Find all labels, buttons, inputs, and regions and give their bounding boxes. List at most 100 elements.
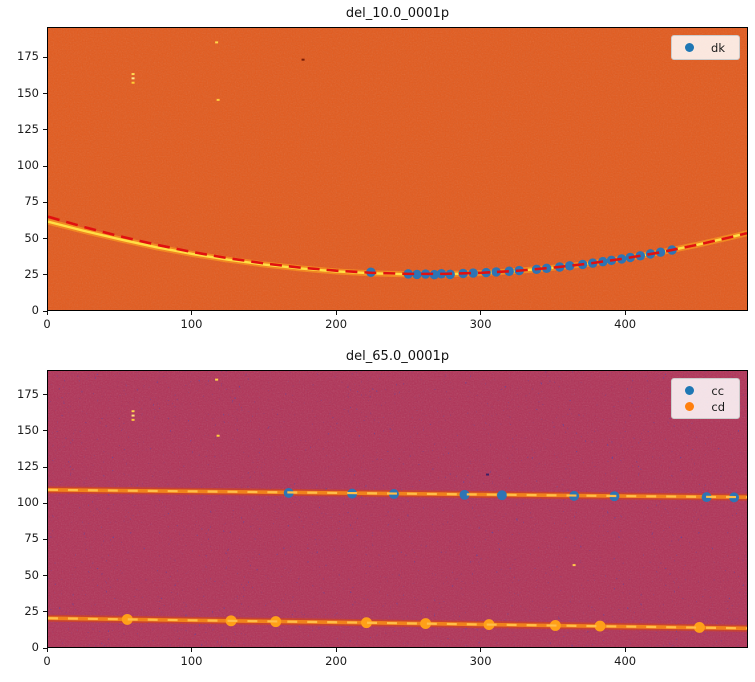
x-tick-label: 200 — [325, 317, 348, 331]
y-tick-label: 125 — [17, 121, 39, 136]
legend-marker-dot — [685, 43, 695, 52]
marker-cd — [121, 613, 133, 625]
y-tick-label: 75 — [24, 194, 39, 209]
x-tick-label: 100 — [180, 317, 203, 331]
y-tick-label: 150 — [17, 422, 39, 437]
marker-dk — [468, 268, 478, 278]
legend-marker-dot — [685, 402, 695, 411]
artifact-speck — [216, 434, 220, 437]
x-tick — [191, 311, 193, 315]
y-tick-label: 75 — [24, 531, 39, 546]
legend-top: dk — [671, 35, 740, 60]
chart-svg-top — [48, 28, 747, 310]
y-tick — [43, 201, 47, 203]
artifact-speck — [131, 73, 135, 76]
x-tick — [624, 648, 626, 652]
x-tick — [46, 311, 48, 315]
x-tick — [480, 311, 482, 315]
noise-specks — [48, 371, 747, 647]
artifact-speck — [486, 473, 490, 476]
artifact-speck — [216, 98, 220, 101]
x-tick — [191, 648, 193, 652]
artifact-speck — [301, 58, 305, 61]
y-tick-label: 0 — [31, 303, 39, 317]
marker-cc — [459, 489, 470, 500]
legend-row: cc — [676, 383, 733, 398]
y-tick — [43, 394, 47, 396]
artifact-speck — [131, 414, 135, 417]
plot-title-top: del_10.0_0001p — [345, 6, 450, 21]
x-tick-label: 0 — [43, 654, 51, 668]
x-tick-label: 0 — [43, 317, 51, 331]
marker-cd — [361, 617, 372, 629]
legend-row: dk — [676, 40, 733, 55]
marker-dk — [504, 266, 514, 276]
y-tick-label: 100 — [17, 158, 39, 173]
y-tick — [43, 502, 47, 504]
marker-cd — [420, 618, 432, 630]
y-tick — [43, 238, 47, 240]
y-tick-label: 0 — [31, 640, 39, 654]
y-tick-label: 175 — [17, 49, 39, 64]
artifact-speck — [215, 378, 219, 381]
artifact-speck — [131, 81, 135, 84]
marker-dk — [491, 267, 501, 277]
y-tick-label: 100 — [17, 495, 39, 510]
marker-cd — [693, 621, 705, 633]
x-tick — [624, 311, 626, 315]
marker-dk — [412, 269, 422, 280]
y-tick — [43, 430, 47, 432]
x-tick — [480, 648, 482, 652]
legend-bottom: cc cd — [671, 378, 740, 419]
y-tick — [43, 274, 47, 276]
chart-svg-bottom — [48, 371, 747, 647]
legend-marker-dot — [685, 386, 695, 395]
artifact-speck — [572, 564, 576, 567]
marker-cc — [497, 490, 507, 501]
y-tick-label: 50 — [24, 567, 39, 582]
marker-dk — [655, 247, 666, 257]
y-tick — [43, 647, 47, 649]
legend-row: cd — [676, 399, 733, 414]
legend-label: dk — [711, 40, 725, 55]
x-tick-label: 300 — [469, 317, 492, 331]
y-tick-label: 125 — [17, 459, 39, 473]
y-tick-label: 150 — [17, 85, 39, 100]
x-tick-label: 300 — [469, 654, 492, 668]
marker-dk — [541, 263, 552, 274]
marker-dk — [429, 269, 440, 280]
y-tick — [43, 56, 47, 58]
artifact-speck — [131, 410, 135, 413]
y-tick-label: 25 — [24, 266, 39, 281]
artifact-speck — [131, 418, 135, 421]
y-tick — [43, 310, 47, 312]
marker-dk — [564, 261, 575, 271]
y-tick — [43, 538, 47, 540]
band-dash-line-lower — [48, 617, 747, 630]
y-tick-label: 25 — [24, 603, 39, 618]
y-tick — [43, 611, 47, 613]
y-tick — [43, 93, 47, 95]
plot-area-bottom: cc cd — [47, 370, 748, 648]
artifact-speck — [131, 77, 135, 80]
marker-cd — [594, 620, 606, 632]
x-tick — [335, 311, 337, 315]
y-tick-label: 50 — [24, 230, 39, 245]
artifact-speck — [215, 41, 219, 44]
x-tick-label: 100 — [180, 654, 203, 668]
plot-title-bottom: del_65.0_0001p — [345, 349, 450, 364]
noise-grain — [48, 28, 747, 310]
x-tick — [46, 648, 48, 652]
y-tick-label: 175 — [17, 386, 39, 401]
y-tick — [43, 466, 47, 468]
x-tick-label: 400 — [614, 654, 637, 668]
plot-area-top: dk — [47, 27, 748, 311]
y-tick — [43, 575, 47, 577]
band-dash-line-upper — [48, 488, 747, 499]
y-tick — [43, 129, 47, 131]
fitline-fit — [48, 215, 747, 276]
legend-label: cc — [711, 383, 725, 398]
x-tick — [335, 648, 337, 652]
x-tick-label: 400 — [614, 317, 637, 331]
